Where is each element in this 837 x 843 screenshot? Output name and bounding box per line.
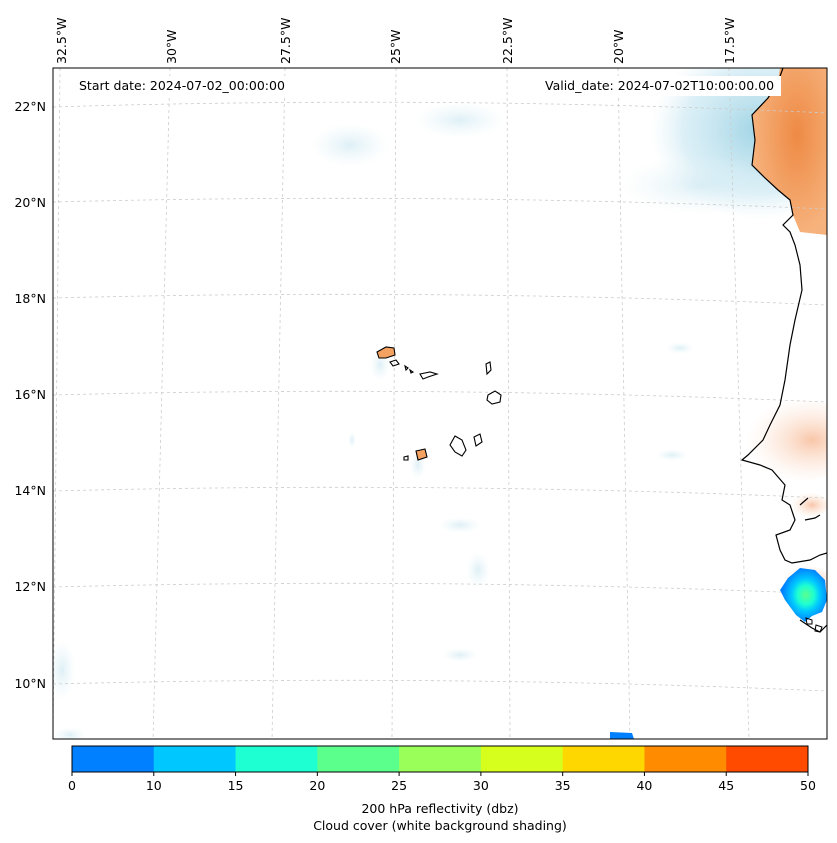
lat-label: 12°N [14, 579, 46, 594]
cape-verde-islands [376, 346, 502, 461]
reflectivity-cell [610, 568, 827, 739]
colorbar-tick-label: 40 [636, 778, 652, 793]
land-shading [740, 68, 827, 594]
colorbar-tick-label: 20 [309, 778, 325, 793]
colorbar-subtitle: Cloud cover (white background shading) [313, 818, 567, 833]
lon-label: 20°W [611, 29, 626, 64]
lat-label: 16°N [14, 387, 46, 402]
colorbar-swatch [480, 746, 564, 772]
colorbar-frame [71, 745, 809, 773]
longitude-labels: 32.5°W 30°W 27.5°W 25°W 22.5°W 20°W 17.5… [54, 18, 737, 64]
lat-label: 20°N [14, 195, 46, 210]
lon-label: 30°W [164, 29, 179, 64]
lat-label: 22°N [14, 99, 46, 114]
colorbar-tick-label: 30 [473, 778, 489, 793]
colorbar-tick-label: 45 [718, 778, 734, 793]
colorbar-swatch [399, 746, 482, 772]
colorbar-swatch [562, 746, 645, 772]
colorbar-tick-label: 35 [555, 778, 571, 793]
lon-label: 32.5°W [54, 18, 69, 64]
colorbar-swatch [153, 746, 237, 772]
colorbar-tick-label: 0 [68, 778, 76, 793]
colorbar-tick-label: 50 [800, 778, 816, 793]
colorbar-tick-label: 25 [391, 778, 407, 793]
lat-label: 18°N [14, 291, 46, 306]
latitude-labels: 22°N 20°N 18°N 16°N 14°N 12°N 10°N [14, 99, 46, 691]
colorbar: 0 10 15 20 25 30 35 40 45 50 [68, 745, 816, 793]
colorbar-tick-label: 15 [228, 778, 244, 793]
lon-label: 22.5°W [500, 18, 515, 64]
colorbar-swatches [72, 746, 809, 772]
lon-label: 27.5°W [278, 18, 293, 64]
colorbar-ticks: 0 10 15 20 25 30 35 40 45 50 [68, 772, 816, 793]
lat-label: 14°N [14, 483, 46, 498]
map-frame [52, 67, 828, 740]
coastline [740, 68, 827, 633]
lon-label: 25°W [388, 29, 403, 64]
colorbar-swatch [644, 746, 727, 772]
colorbar-swatch [726, 746, 809, 772]
colorbar-title: 200 hPa reflectivity (dbz) [361, 801, 519, 816]
colorbar-tick-label: 10 [146, 778, 162, 793]
coastal-islands [805, 617, 823, 633]
colorbar-swatch [235, 746, 318, 772]
lat-label: 10°N [14, 676, 46, 691]
colorbar-swatch [72, 746, 155, 772]
start-date-label: Start date: 2024-07-02_00:00:00 [72, 76, 292, 96]
colorbar-swatch [317, 746, 400, 772]
valid-date-label: Valid_date: 2024-07-02T10:00:00.00 [538, 76, 782, 96]
graticule [53, 68, 827, 739]
lon-label: 17.5°W [722, 18, 737, 64]
